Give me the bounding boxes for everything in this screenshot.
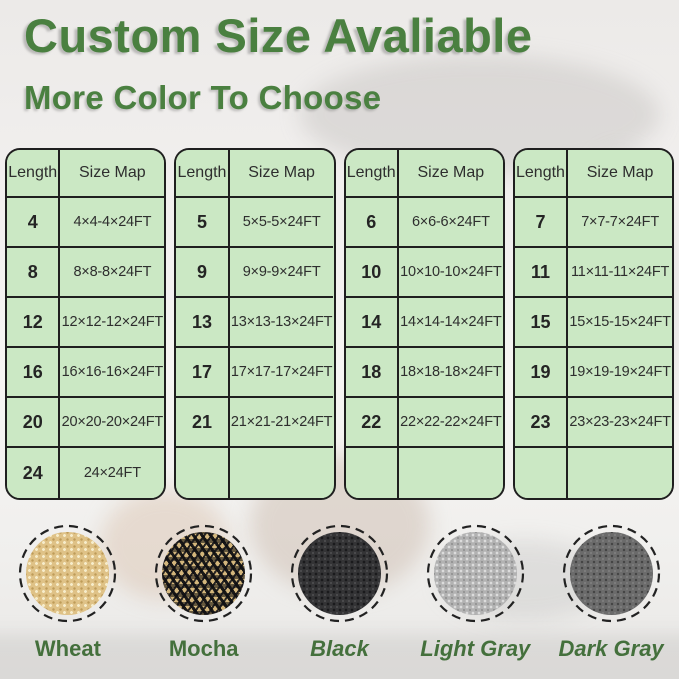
length-cell: 17	[176, 348, 230, 398]
size-map-column-header: Size Map	[398, 150, 503, 198]
fabric-texture-black	[297, 532, 381, 615]
size-map-cell: 4×4-4×24FT	[60, 198, 165, 248]
length-column-header: Length	[7, 150, 61, 198]
length-cell: 19	[514, 348, 569, 398]
swatch-circle-dark-gray	[562, 524, 661, 623]
size-table-2: Length Size Map 5 5×5-5×24FT 9 9×9-9×24FT 13 13…	[174, 148, 336, 500]
length-cell: 15	[514, 298, 569, 348]
size-map-cell: 19×19-19×24FT	[568, 348, 672, 398]
length-cell	[514, 448, 569, 498]
length-cell: 24	[7, 448, 61, 498]
size-map-cell: 11×11-11×24FT	[568, 248, 672, 298]
length-cell	[345, 448, 399, 498]
length-cell: 21	[176, 398, 230, 448]
length-column-header: Length	[514, 150, 569, 198]
fabric-texture-mocha	[162, 532, 246, 615]
size-map-cell: 14×14-14×24FT	[398, 298, 503, 348]
length-cell: 7	[514, 198, 569, 248]
swatch-circle-wheat	[18, 524, 117, 623]
size-map-cell: 8×8-8×24FT	[60, 248, 165, 298]
size-map-column-header: Size Map	[568, 150, 672, 198]
length-cell: 8	[7, 248, 61, 298]
size-map-cell: 7×7-7×24FT	[568, 198, 672, 248]
length-cell: 18	[345, 348, 399, 398]
dashed-ring-icon	[155, 524, 253, 623]
length-cell: 10	[345, 248, 399, 298]
page-subtitle: More Color To Choose	[24, 78, 382, 116]
color-swatch-wheat: Wheat	[0, 524, 136, 662]
size-map-cell: 22×22-22×24FT	[398, 398, 503, 448]
color-swatch-black: Black	[272, 524, 408, 662]
color-swatch-dark-gray: Dark Gray	[543, 524, 679, 662]
length-cell: 11	[514, 248, 569, 298]
size-map-cell: 16×16-16×24FT	[60, 348, 165, 398]
swatch-label-wheat: Wheat	[34, 636, 101, 661]
size-map-cell: 18×18-18×24FT	[398, 348, 503, 398]
size-map-cell: 10×10-10×24FT	[398, 248, 503, 298]
dashed-ring-icon	[290, 524, 389, 623]
size-table-1: Length Size Map 4 4×4-4×24FT 8 8×8-8×24FT 12 12…	[5, 148, 167, 500]
swatch-label-light-gray: Light Gray	[420, 636, 531, 661]
dashed-ring-icon	[562, 524, 660, 623]
length-cell: 9	[176, 248, 230, 298]
size-map-cell: 9×9-9×24FT	[229, 248, 334, 298]
size-map-cell: 12×12-12×24FT	[60, 298, 165, 348]
swatch-label-mocha: Mocha	[168, 636, 239, 661]
size-map-cell	[229, 448, 334, 498]
length-cell: 20	[7, 398, 61, 448]
fabric-texture-light-gray	[433, 532, 517, 615]
color-swatch-mocha: Mocha	[136, 524, 272, 662]
size-map-cell: 21×21-21×24FT	[229, 398, 334, 448]
length-cell: 16	[7, 348, 61, 398]
swatch-label-dark-gray: Dark Gray	[558, 636, 664, 661]
length-cell: 14	[345, 298, 399, 348]
swatch-circle-light-gray	[426, 524, 525, 623]
size-map-cell: 20×20-20×24FT	[60, 398, 165, 448]
size-map-cell: 24×24FT	[60, 448, 165, 498]
size-map-column-header: Size Map	[229, 150, 334, 198]
size-tables: Length Size Map 4 4×4-4×24FT 8 8×8-8×24FT 12 12…	[5, 148, 674, 500]
fabric-texture-wheat	[26, 532, 110, 615]
color-swatch-light-gray: Light Gray	[407, 524, 543, 662]
size-map-cell: 15×15-15×24FT	[568, 298, 672, 348]
length-cell: 22	[345, 398, 399, 448]
dashed-ring-icon	[426, 524, 524, 623]
length-cell: 13	[176, 298, 230, 348]
length-cell: 12	[7, 298, 61, 348]
length-cell	[176, 448, 230, 498]
fabric-texture-dark-gray	[569, 532, 653, 615]
size-table-4: Length Size Map 7 7×7-7×24FT 11 11×11-11×24FT…	[512, 148, 674, 500]
header: Custom Size Avaliable More Color To Choo…	[24, 10, 533, 117]
size-map-cell: 13×13-13×24FT	[229, 298, 334, 348]
length-column-header: Length	[176, 150, 230, 198]
size-map-cell	[398, 448, 503, 498]
swatch-circle-black	[290, 524, 389, 623]
swatch-circle-mocha	[154, 524, 253, 623]
length-cell: 6	[345, 198, 399, 248]
size-map-cell	[568, 448, 672, 498]
dashed-ring-icon	[19, 524, 117, 623]
size-map-cell: 5×5-5×24FT	[229, 198, 334, 248]
length-column-header: Length	[345, 150, 399, 198]
color-swatches: Wheat Mocha Black Light Gray Dark Gray	[0, 524, 679, 662]
size-map-cell: 17×17-17×24FT	[229, 348, 334, 398]
length-cell: 23	[514, 398, 569, 448]
length-cell: 5	[176, 198, 230, 248]
page-title: Custom Size Avaliable	[24, 9, 533, 62]
length-cell: 4	[7, 198, 61, 248]
size-table-3: Length Size Map 6 6×6-6×24FT 10 10×10-10×24FT…	[343, 148, 505, 500]
size-map-cell: 6×6-6×24FT	[398, 198, 503, 248]
size-map-cell: 23×23-23×24FT	[568, 398, 672, 448]
swatch-label-black: Black	[310, 636, 369, 661]
size-map-column-header: Size Map	[60, 150, 165, 198]
